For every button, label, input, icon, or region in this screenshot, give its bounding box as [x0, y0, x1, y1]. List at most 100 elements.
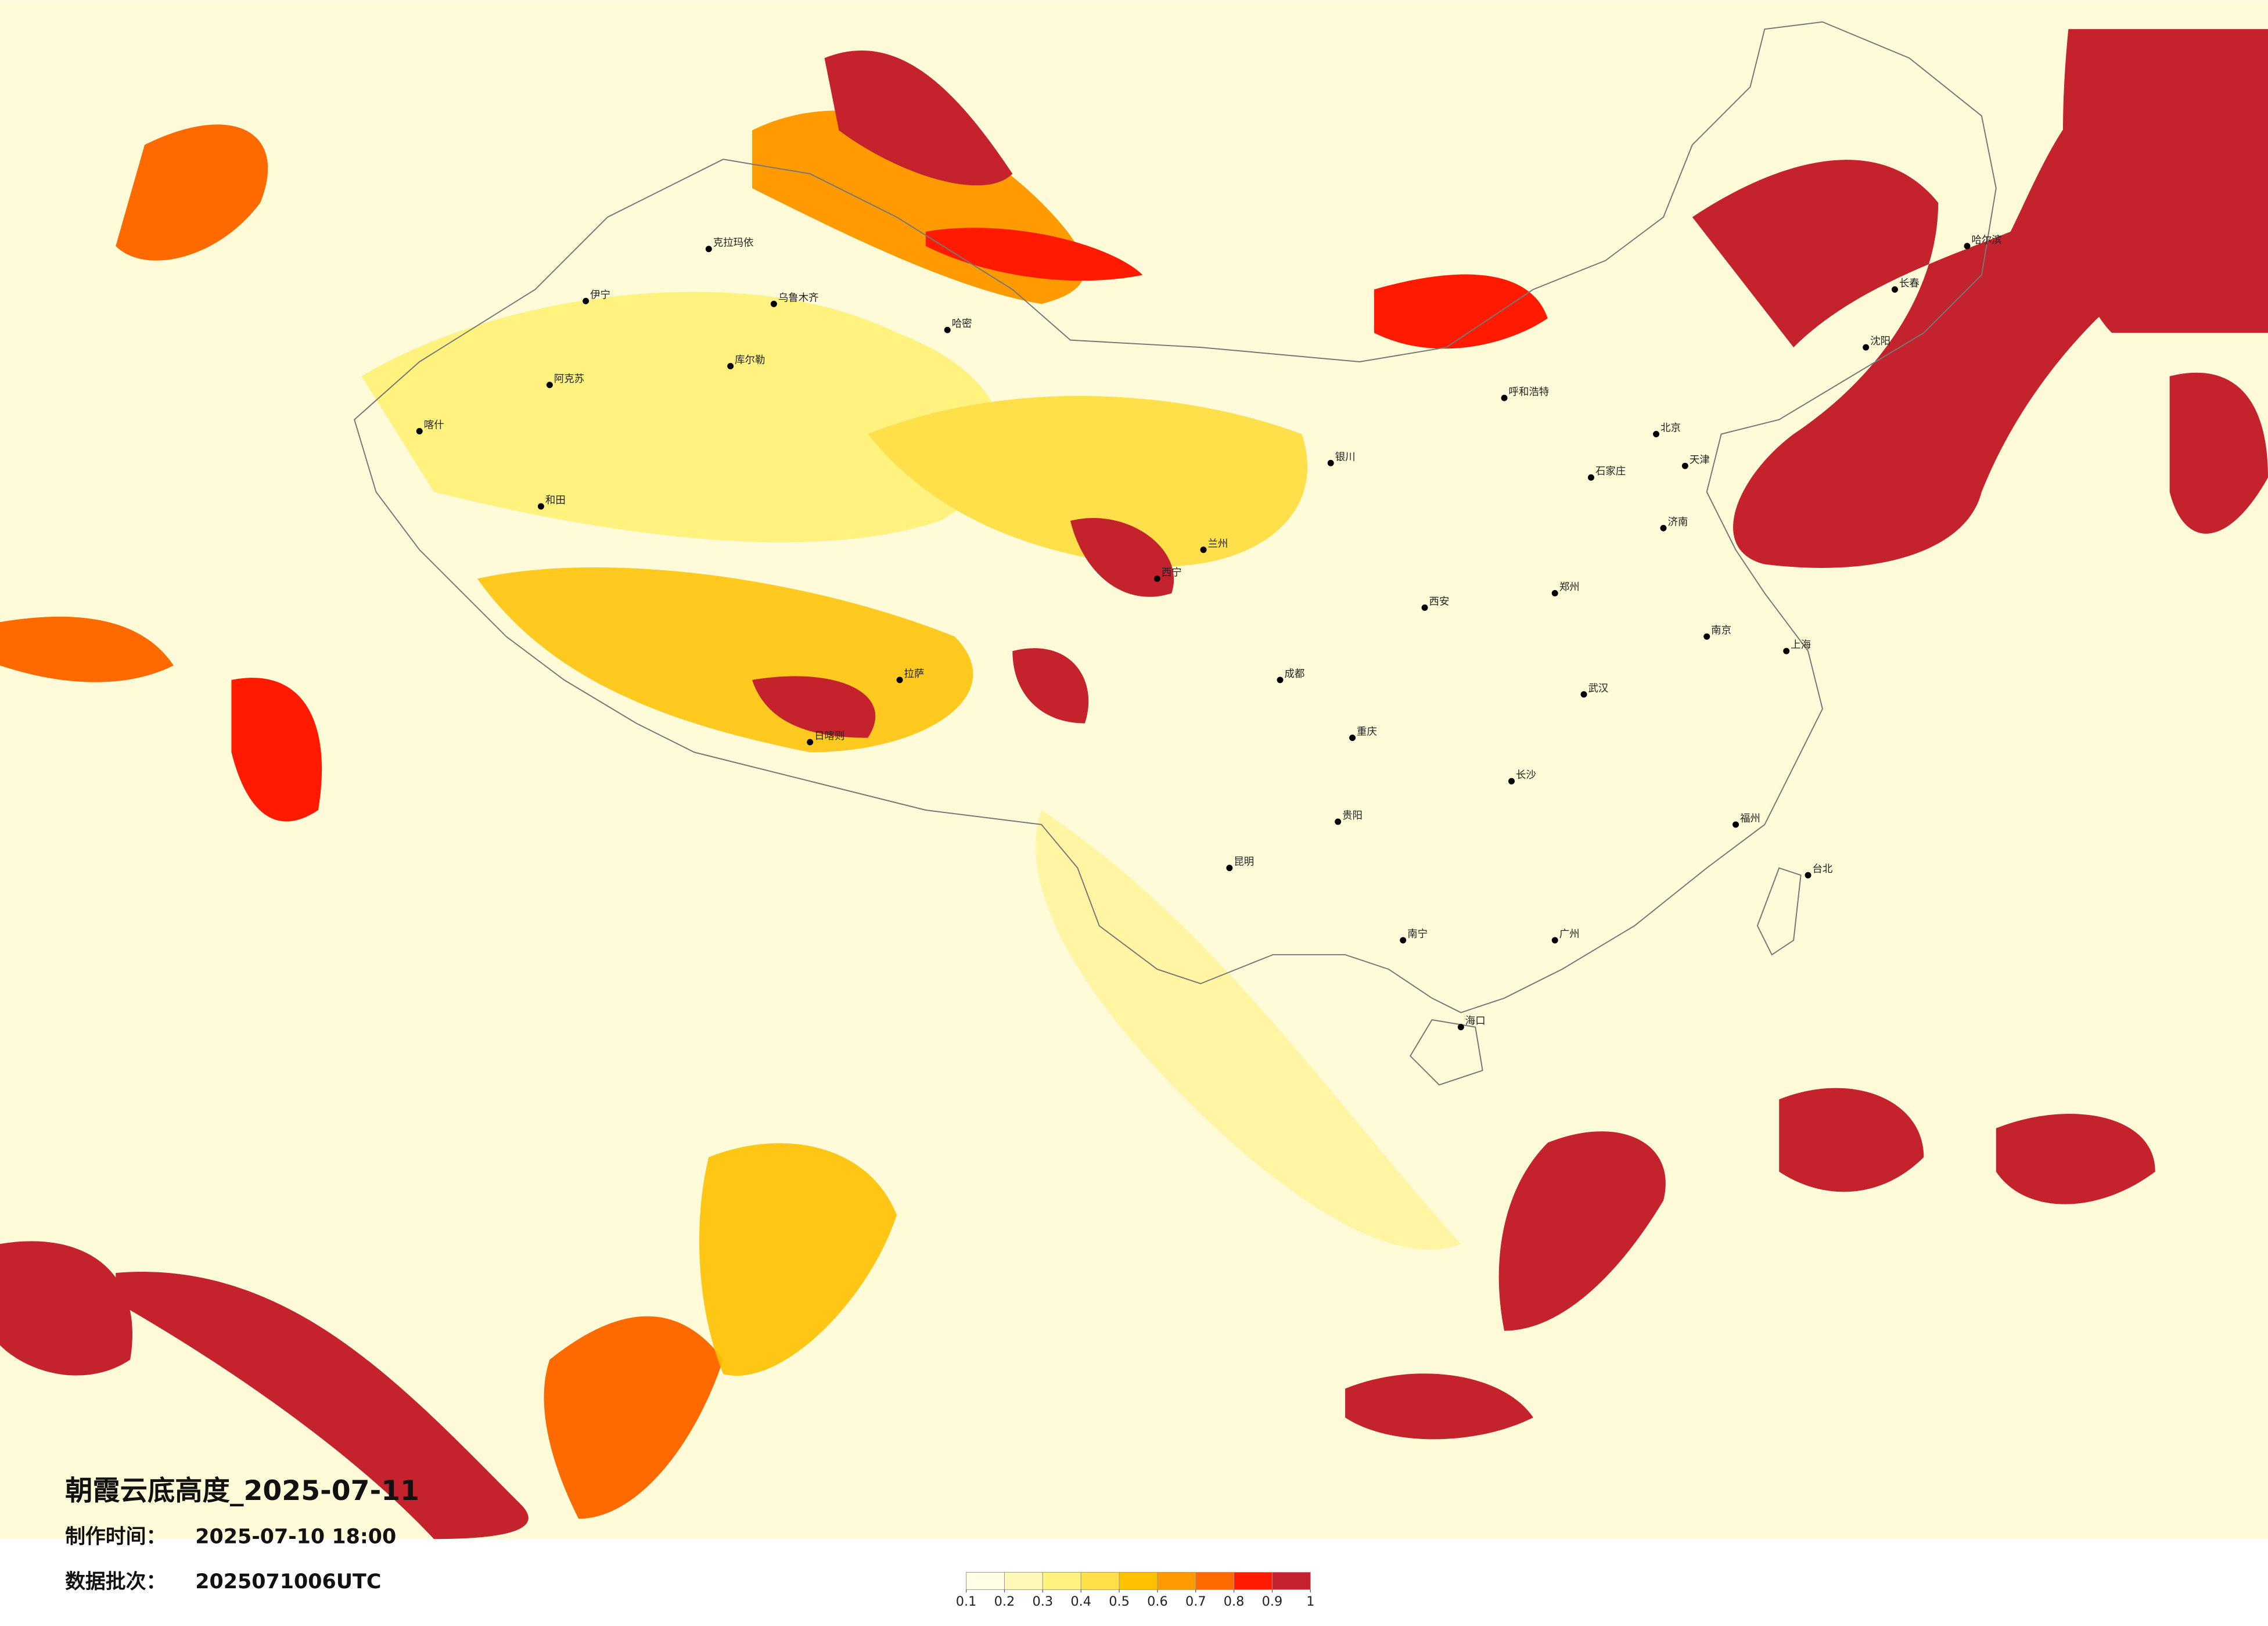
city-label: 石家庄: [1595, 466, 1626, 477]
city-label: 天津: [1690, 454, 1710, 466]
city-dot: [1551, 589, 1558, 596]
city-label: 伊宁: [590, 289, 610, 301]
legend-tick-label: 0.4: [1070, 1594, 1091, 1609]
city-dot: [1457, 1024, 1464, 1031]
city-label: 广州: [1559, 929, 1580, 940]
legend-tick-label: 1: [1306, 1594, 1314, 1609]
city-label: 上海: [1791, 639, 1811, 651]
legend-tick-label: 0.8: [1224, 1594, 1245, 1609]
city-label: 银川: [1335, 451, 1356, 463]
city-dot: [1335, 818, 1342, 825]
legend-tick-label: 0.6: [1147, 1594, 1168, 1609]
city-label: 西宁: [1162, 567, 1182, 579]
city-label: 北京: [1660, 423, 1681, 434]
city-dot: [1421, 604, 1428, 611]
city-dot: [770, 300, 777, 307]
city-dot: [944, 326, 951, 333]
city-label: 西安: [1429, 596, 1450, 607]
city-label: 阿克苏: [554, 373, 584, 385]
city-dot: [1660, 524, 1667, 531]
city-label: 库尔勒: [735, 354, 765, 366]
city-label: 福州: [1740, 813, 1760, 825]
city-dot: [1277, 677, 1284, 684]
info-label: 制作时间：: [65, 1526, 166, 1549]
city-dot: [1349, 735, 1356, 741]
city-label: 济南: [1667, 516, 1688, 528]
city-dot: [1863, 344, 1870, 351]
city-label: 南京: [1711, 625, 1731, 636]
city-label: 哈尔滨: [1971, 235, 2001, 246]
city-dot: [1327, 459, 1334, 466]
legend-swatch: [1157, 1571, 1196, 1590]
legend-tick-label: 0.3: [1033, 1594, 1054, 1609]
city-dot: [1551, 937, 1558, 944]
legend-swatch: [1271, 1571, 1311, 1590]
city-label: 日喀则: [814, 731, 844, 742]
info-label: 数据批次：: [65, 1570, 166, 1593]
city-dot: [1964, 243, 1971, 250]
city-dot: [537, 503, 544, 510]
cloud-field: [0, 29, 2268, 1539]
city-dot: [1508, 778, 1515, 785]
city-label: 和田: [545, 495, 566, 506]
city-dot: [546, 382, 553, 388]
legend-swatch: [1119, 1571, 1158, 1590]
city-dot: [1805, 872, 1811, 879]
legend-tick-label: 0.9: [1262, 1594, 1283, 1609]
city-dot: [416, 428, 423, 435]
city-dot: [705, 246, 712, 253]
city-dot: [1653, 431, 1660, 437]
city-dot: [1733, 821, 1739, 828]
city-label: 长春: [1899, 278, 1920, 289]
city-label: 克拉玛依: [713, 238, 754, 249]
city-label: 哈密: [952, 318, 972, 330]
legend: 0.1 0.2 0.3 0.4 0.5 0.6 0.7 0.8 0.9 1: [956, 1571, 1314, 1609]
city-dot: [1703, 633, 1710, 640]
legend-swatch: [966, 1571, 1005, 1590]
city-label: 沈阳: [1870, 336, 1890, 347]
info-value: 2025071006UTC: [195, 1570, 381, 1593]
city-label: 重庆: [1357, 726, 1377, 738]
legend-tick-label: 0.2: [994, 1594, 1015, 1609]
city-dot: [1200, 546, 1207, 553]
legend-tick-label: 0.1: [956, 1594, 977, 1609]
city-dot: [1153, 575, 1160, 582]
city-label: 长沙: [1516, 769, 1536, 781]
city-dot: [896, 677, 903, 684]
city-label: 乌鲁木齐: [778, 292, 819, 304]
city-dot: [1226, 865, 1233, 872]
city-label: 武汉: [1588, 683, 1608, 695]
city-dot: [727, 362, 734, 369]
legend-swatch: [1042, 1571, 1081, 1590]
city-dot: [583, 297, 590, 304]
city-label: 兰州: [1208, 538, 1228, 550]
legend-tick-label: 0.5: [1109, 1594, 1130, 1609]
legend-tick-label: 0.7: [1185, 1594, 1206, 1609]
city-label: 台北: [1813, 864, 1833, 875]
city-label: 贵阳: [1342, 810, 1363, 822]
city-label: 海口: [1465, 1016, 1486, 1027]
legend-swatch: [1234, 1571, 1273, 1590]
city-dot: [1681, 462, 1688, 469]
city-label: 拉萨: [904, 668, 925, 680]
city-dot: [1501, 394, 1508, 401]
city-label: 昆明: [1234, 857, 1254, 868]
legend-swatch: [1080, 1571, 1120, 1590]
city-dot: [1891, 286, 1898, 293]
city-dot: [1580, 691, 1587, 698]
map-title: 朝霞云底高度_2025-07-11: [65, 1475, 419, 1507]
legend-swatch: [1195, 1571, 1235, 1590]
city-dot: [807, 739, 814, 746]
city-dot: [1783, 647, 1790, 654]
city-label: 喀什: [424, 420, 444, 431]
legend-swatch: [1004, 1571, 1043, 1590]
city-label: 郑州: [1559, 581, 1580, 593]
city-label: 成都: [1285, 668, 1305, 680]
city-dot: [1587, 474, 1594, 481]
info-value: 2025-07-10 18:00: [195, 1526, 396, 1549]
city-label: 南宁: [1407, 929, 1428, 940]
city-dot: [1400, 937, 1407, 944]
